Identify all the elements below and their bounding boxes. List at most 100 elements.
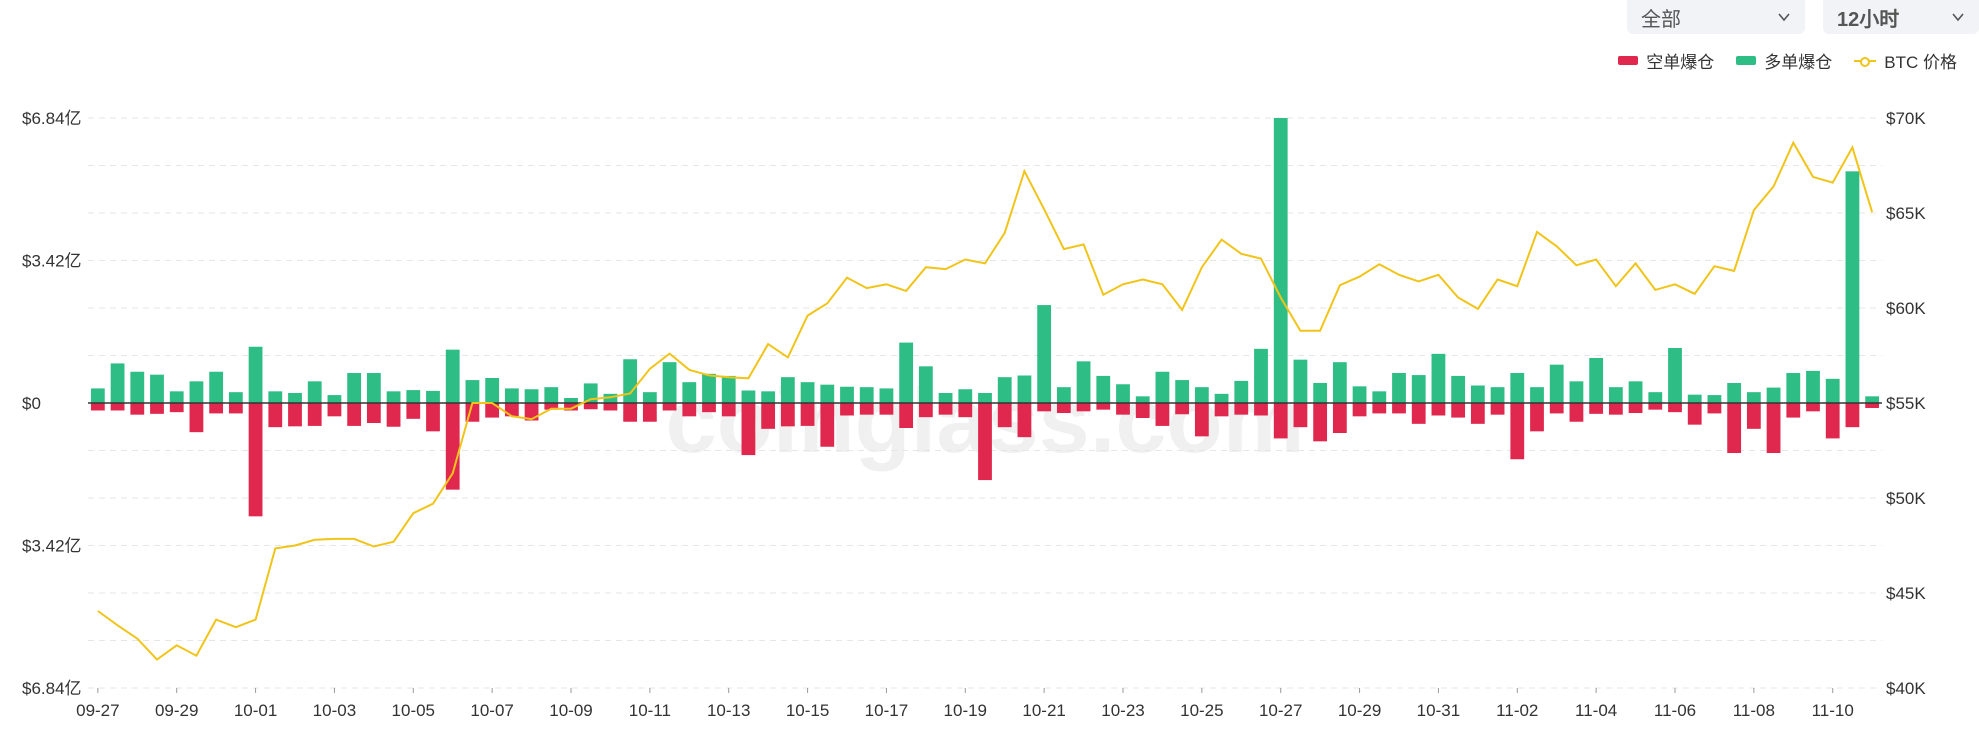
long-liquidation-bar xyxy=(1411,375,1426,403)
short-liquidation-bar xyxy=(899,403,914,428)
exchange-select-value: 全部 xyxy=(1641,8,1681,31)
long-liquidation-bar xyxy=(840,386,854,403)
short-liquidation-bar xyxy=(583,403,598,410)
short-liquidation-bar xyxy=(1865,403,1880,408)
long-liquidation-bar xyxy=(1746,392,1761,403)
long-liquidation-bar xyxy=(1648,392,1663,403)
x-tick-label: 10-31 xyxy=(1417,701,1460,720)
long-liquidation-bar xyxy=(1155,371,1170,403)
short-liquidation-bar xyxy=(820,403,835,447)
short-liquidation-bar xyxy=(1175,403,1190,415)
short-liquidation-bar xyxy=(859,403,874,415)
short-liquidation-bar xyxy=(110,403,125,411)
short-liquidation-bar xyxy=(761,403,776,429)
long-liquidation-bar xyxy=(445,349,460,403)
x-tick-label: 10-17 xyxy=(865,701,908,720)
long-liquidation-bar xyxy=(110,363,125,403)
short-liquidation-bar xyxy=(1293,403,1308,428)
short-liquidation-bar xyxy=(406,403,421,419)
btc-price-line xyxy=(97,140,1874,661)
short-liquidation-bar xyxy=(524,403,539,421)
short-liquidation-bar xyxy=(623,403,638,422)
long-liquidation-bar xyxy=(327,395,342,403)
x-tick-label: 09-27 xyxy=(76,701,119,720)
long-liquidation-bar xyxy=(544,387,559,403)
short-liquidation-bar xyxy=(721,403,736,417)
short-liquidation-bar xyxy=(879,403,894,415)
left-tick-label: $6.84亿 xyxy=(22,679,82,698)
short-liquidation-bar xyxy=(997,403,1012,428)
right-tick-label: $65K xyxy=(1886,204,1926,223)
long-liquidation-bar xyxy=(1569,381,1584,403)
long-liquidation-bar xyxy=(228,392,243,403)
short-liquidation-bar xyxy=(1825,403,1840,439)
long-liquidation-bar xyxy=(623,359,638,403)
x-tick-label: 10-25 xyxy=(1180,701,1223,720)
short-liquidation-bar xyxy=(1746,403,1761,429)
chevron-down-icon xyxy=(1778,13,1790,22)
legend-price[interactable]: BTC 价格 xyxy=(1854,48,1957,73)
short-liquidation-bar xyxy=(327,403,342,417)
right-tick-label: $60K xyxy=(1886,299,1926,318)
long-liquidation-bar xyxy=(820,384,835,403)
long-liquidation-bar xyxy=(1668,348,1682,403)
long-liquidation-bar xyxy=(1175,380,1190,403)
short-liquidation-bar xyxy=(1806,403,1820,412)
left-tick-label: $0 xyxy=(22,394,41,413)
short-liquidation-bar xyxy=(347,403,362,426)
interval-select[interactable]: 12小时 xyxy=(1823,0,1979,34)
short-liquidation-bar xyxy=(1569,403,1584,422)
long-liquidation-bar xyxy=(721,375,736,403)
short-liquidation-bar xyxy=(1608,403,1623,415)
short-liquidation-bar xyxy=(169,403,184,413)
x-tick-label: 11-04 xyxy=(1575,701,1617,720)
short-liquidation-bar xyxy=(800,403,815,426)
legend-short[interactable]: 空单爆仓 xyxy=(1618,48,1714,73)
legend-long[interactable]: 多单爆仓 xyxy=(1736,48,1832,73)
short-liquidation-bar xyxy=(1332,403,1347,433)
long-liquidation-bar xyxy=(780,377,795,403)
long-liquidation-bar xyxy=(307,381,322,403)
short-liquidation-bar xyxy=(1392,403,1406,414)
short-liquidation-bar xyxy=(1194,403,1209,437)
short-liquidation-bar xyxy=(209,403,224,414)
legend-short-label: 空单爆仓 xyxy=(1646,53,1715,72)
long-liquidation-bar xyxy=(564,398,578,403)
x-tick-label: 10-19 xyxy=(944,701,987,720)
long-liquidation-bar xyxy=(504,388,519,403)
long-liquidation-bar xyxy=(347,373,362,403)
short-liquidation-bar xyxy=(1411,403,1426,424)
long-liquidation-bar xyxy=(741,390,756,403)
short-liquidation-bar xyxy=(307,403,322,426)
short-liquidation-bar xyxy=(1273,403,1288,439)
short-liquidation-bar xyxy=(1234,403,1249,415)
grid-lines xyxy=(88,117,1882,689)
left-tick-label: $6.84亿 xyxy=(22,109,82,128)
long-liquidation-bar xyxy=(978,393,992,403)
short-liquidation-bar xyxy=(1096,403,1111,410)
short-liquidation-bar xyxy=(189,403,204,433)
exchange-select[interactable]: 全部 xyxy=(1627,0,1805,34)
short-liquidation-bar xyxy=(1589,403,1604,414)
short-liquidation-bar xyxy=(1352,403,1367,417)
long-liquidation-bar xyxy=(426,390,440,403)
x-tick-label: 10-29 xyxy=(1338,701,1381,720)
short-liquidation-bar xyxy=(1313,403,1328,442)
right-tick-label: $40K xyxy=(1886,679,1926,698)
short-liquidation-bar xyxy=(840,403,854,416)
long-liquidation-bar xyxy=(1135,396,1150,403)
long-liquidation-bar xyxy=(899,342,914,403)
legend-price-swatch xyxy=(1854,55,1877,67)
short-liquidation-bar xyxy=(1707,403,1722,414)
long-liquidation-bar xyxy=(1096,375,1111,403)
right-tick-label: $50K xyxy=(1886,489,1926,508)
long-liquidation-bar xyxy=(682,382,697,403)
long-liquidation-bar xyxy=(1431,353,1446,403)
long-liquidation-bar xyxy=(1707,395,1722,403)
long-liquidation-bar xyxy=(485,378,500,403)
long-liquidation-bar xyxy=(1392,373,1406,403)
short-liquidation-bar xyxy=(978,403,992,481)
long-liquidation-bar xyxy=(1865,396,1880,403)
long-liquidation-bar xyxy=(1786,373,1801,403)
long-liquidation-bar xyxy=(1451,375,1466,403)
